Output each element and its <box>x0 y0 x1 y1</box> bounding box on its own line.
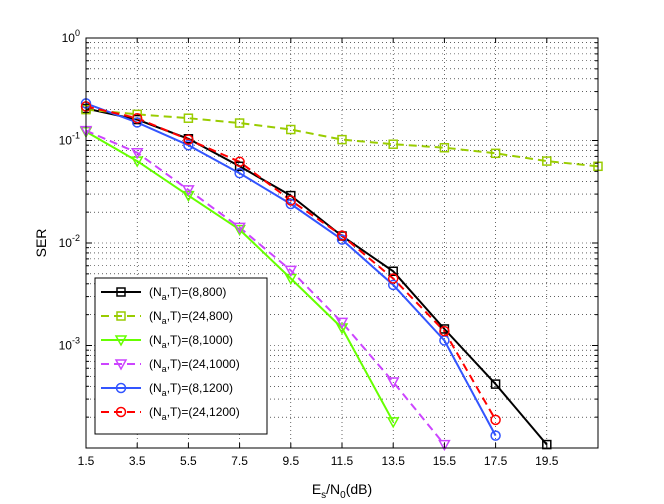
data-point-triangle <box>284 265 298 277</box>
legend-label-4: (Na,T)=(24,1000) <box>149 357 240 374</box>
data-point-square <box>234 118 245 128</box>
data-point-square <box>490 379 501 389</box>
x-tick-label: 11.5 <box>331 454 354 468</box>
data-point-square <box>183 113 194 123</box>
data-point-triangle <box>233 224 246 237</box>
series-markers <box>79 98 603 452</box>
x-tick-label: 13.5 <box>382 454 406 468</box>
data-point-circle <box>439 325 450 337</box>
x-tick-label: 17.5 <box>484 454 508 468</box>
x-tick-label: 9.5 <box>282 454 299 468</box>
data-point-circle <box>285 195 297 206</box>
y-tick-label: 100 <box>62 28 80 45</box>
legend-label-6: (Na,T)=(24,1200) <box>149 405 240 422</box>
data-point-square <box>388 139 398 149</box>
y-tick-label: 10-3 <box>59 336 80 353</box>
x-tick-label: 1.5 <box>78 454 95 468</box>
y-tick-label: 10-1 <box>59 131 80 148</box>
data-point-triangle <box>182 185 195 197</box>
data-point-circle <box>336 234 348 245</box>
x-tick-label: 19.5 <box>535 454 559 468</box>
data-point-circle <box>234 156 245 168</box>
data-point-circle <box>387 273 399 284</box>
legend-label-2: (Na,T)=(24,800) <box>149 309 233 326</box>
data-point-square <box>234 161 245 172</box>
axis-ticks <box>85 38 598 449</box>
legend-marker-5 <box>115 382 127 394</box>
legend-marker-1 <box>116 287 126 297</box>
legend-label-3: (Na,T)=(8,1000) <box>149 333 233 350</box>
series-line-6 <box>85 105 497 421</box>
grid <box>86 38 598 448</box>
y-tick-labels: 10-3 10-2 10-1 100 <box>59 28 80 353</box>
legend-marker-2 <box>116 311 126 321</box>
data-point-triangle <box>386 417 400 429</box>
legend-label-1: (Na,T)=(8,800) <box>149 285 226 302</box>
data-point-triangle <box>233 222 246 234</box>
data-point-circle <box>131 117 143 128</box>
data-point-triangle <box>130 147 144 160</box>
x-tick-labels: 1.5 3.5 5.5 7.5 9.5 11.5 13.5 15.5 17.5 19.5 <box>78 454 559 468</box>
series-line-4 <box>85 129 446 446</box>
data-point-circle <box>490 414 501 426</box>
data-point-circle <box>387 279 399 291</box>
x-tick-label: 5.5 <box>180 454 197 468</box>
data-point-circle <box>183 139 194 151</box>
x-tick-label: 7.5 <box>231 454 248 468</box>
data-point-square <box>286 124 296 135</box>
series-line-5 <box>85 102 497 437</box>
data-point-triangle <box>335 323 349 335</box>
series-line-2 <box>85 108 599 168</box>
data-point-triangle <box>386 377 400 389</box>
data-point-square <box>542 156 552 166</box>
x-axis-label: Es/N0(dB) <box>312 481 372 501</box>
data-point-triangle <box>335 317 349 329</box>
data-point-circle <box>131 112 143 124</box>
data-point-triangle <box>182 190 195 203</box>
y-tick-label: 10-2 <box>59 233 80 250</box>
legend-label-5: (Na,T)=(8,1200) <box>149 381 233 398</box>
data-point-circle <box>336 230 348 241</box>
legend-marker-4 <box>114 359 128 371</box>
legend-marker-3 <box>114 335 128 347</box>
data-point-triangle <box>438 439 451 452</box>
data-point-square <box>439 142 450 153</box>
data-point-circle <box>285 198 297 210</box>
x-tick-label: 15.5 <box>433 454 457 468</box>
legend: (Na,T)=(8,800) (Na,T)=(24,800) (Na,T)=(8,1… <box>94 277 268 435</box>
data-point-circle <box>234 167 245 179</box>
data-point-circle <box>183 134 194 145</box>
legend-marker-6 <box>115 406 127 418</box>
data-point-circle <box>490 430 501 441</box>
data-point-square <box>388 266 398 277</box>
x-tick-label: 3.5 <box>129 454 146 468</box>
y-axis-label: SER <box>33 229 49 258</box>
data-point-square <box>337 134 347 145</box>
data-point-square <box>542 439 552 450</box>
data-point-square <box>490 148 501 159</box>
